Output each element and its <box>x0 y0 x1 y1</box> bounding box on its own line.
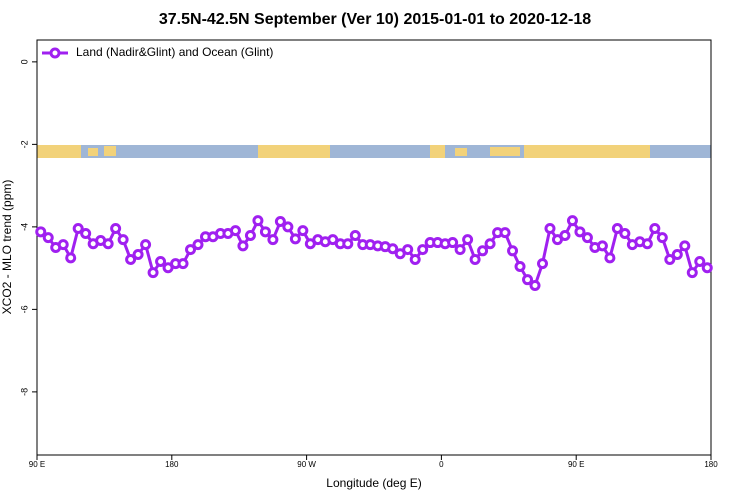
data-point <box>289 233 301 245</box>
data-point <box>686 267 698 279</box>
data-point <box>701 262 713 274</box>
x-axis-label: Longitude (deg E) <box>326 476 421 490</box>
data-point <box>102 238 114 250</box>
legend-label: Land (Nadir&Glint) and Ocean (Glint) <box>76 45 273 59</box>
data-point <box>559 230 571 242</box>
data-point <box>35 226 47 238</box>
data-point <box>342 238 354 250</box>
data-point <box>522 274 534 286</box>
data-point <box>65 252 77 264</box>
data-point <box>656 232 668 244</box>
data-point <box>132 249 144 261</box>
y-axis-label: XCO2 - MLO trend (ppm) <box>0 180 14 315</box>
data-point <box>117 234 129 246</box>
data-point <box>402 244 414 256</box>
data-point <box>679 240 691 252</box>
data-point <box>537 258 548 270</box>
plot-frame <box>36 39 712 456</box>
data-point <box>125 253 137 265</box>
data-point <box>507 245 519 257</box>
data-point <box>72 223 84 235</box>
y-tick-label: -4 <box>19 223 29 231</box>
data-point <box>514 260 526 272</box>
x-tick-label: 90 E <box>568 460 584 469</box>
data-point <box>349 230 361 242</box>
data-point <box>581 232 593 244</box>
data-point <box>140 239 152 251</box>
data-point <box>604 252 616 264</box>
data-point <box>649 223 661 235</box>
data-point <box>297 225 309 237</box>
data-point <box>664 253 676 265</box>
data-point <box>185 244 197 256</box>
y-tick-label: -2 <box>19 140 29 148</box>
data-point <box>477 245 489 257</box>
x-tick-label: 90 W <box>297 460 316 469</box>
x-tick-label: 0 <box>439 460 444 469</box>
data-point <box>462 234 474 246</box>
data-point <box>596 240 608 252</box>
data-point <box>544 223 556 235</box>
data-point <box>57 239 69 251</box>
data-point <box>267 234 279 246</box>
map-strip <box>37 145 711 158</box>
x-tick-label: 90 E <box>29 460 45 469</box>
data-point <box>282 221 294 233</box>
data-point <box>274 216 286 228</box>
data-point <box>42 232 54 244</box>
data-point <box>237 240 249 252</box>
y-tick-label: 0 <box>19 59 29 64</box>
data-point <box>177 258 189 270</box>
y-tick-label: -8 <box>19 388 29 396</box>
y-tick-label: -6 <box>19 305 29 313</box>
data-point <box>499 227 511 239</box>
data-point <box>529 279 541 291</box>
data-point <box>566 215 578 227</box>
chart-title: 37.5N-42.5N September (Ver 10) 2015-01-0… <box>159 11 591 28</box>
data-point <box>454 244 466 256</box>
data-point <box>259 226 271 238</box>
data-point <box>469 253 481 265</box>
data-point <box>409 253 421 265</box>
data-point <box>80 227 92 239</box>
data-point <box>252 215 264 227</box>
data-point <box>147 267 159 279</box>
data-point <box>447 237 459 249</box>
data-point <box>229 225 241 237</box>
data-point <box>192 239 204 251</box>
data-point <box>484 238 496 250</box>
data-point <box>155 256 167 268</box>
data-point <box>694 256 706 268</box>
data-point <box>110 223 122 235</box>
data-point <box>611 223 623 235</box>
data-point <box>671 249 683 261</box>
x-tick-label: 180 <box>165 460 179 469</box>
data-point <box>387 243 399 255</box>
data-point <box>574 226 586 238</box>
x-tick-label: 180 <box>704 460 718 469</box>
legend-marker <box>49 47 61 59</box>
legend: Land (Nadir&Glint) and Ocean (Glint) <box>42 45 273 59</box>
data-point <box>417 244 429 256</box>
data-point <box>641 238 653 250</box>
data-point <box>619 227 631 239</box>
data-point <box>244 230 256 242</box>
